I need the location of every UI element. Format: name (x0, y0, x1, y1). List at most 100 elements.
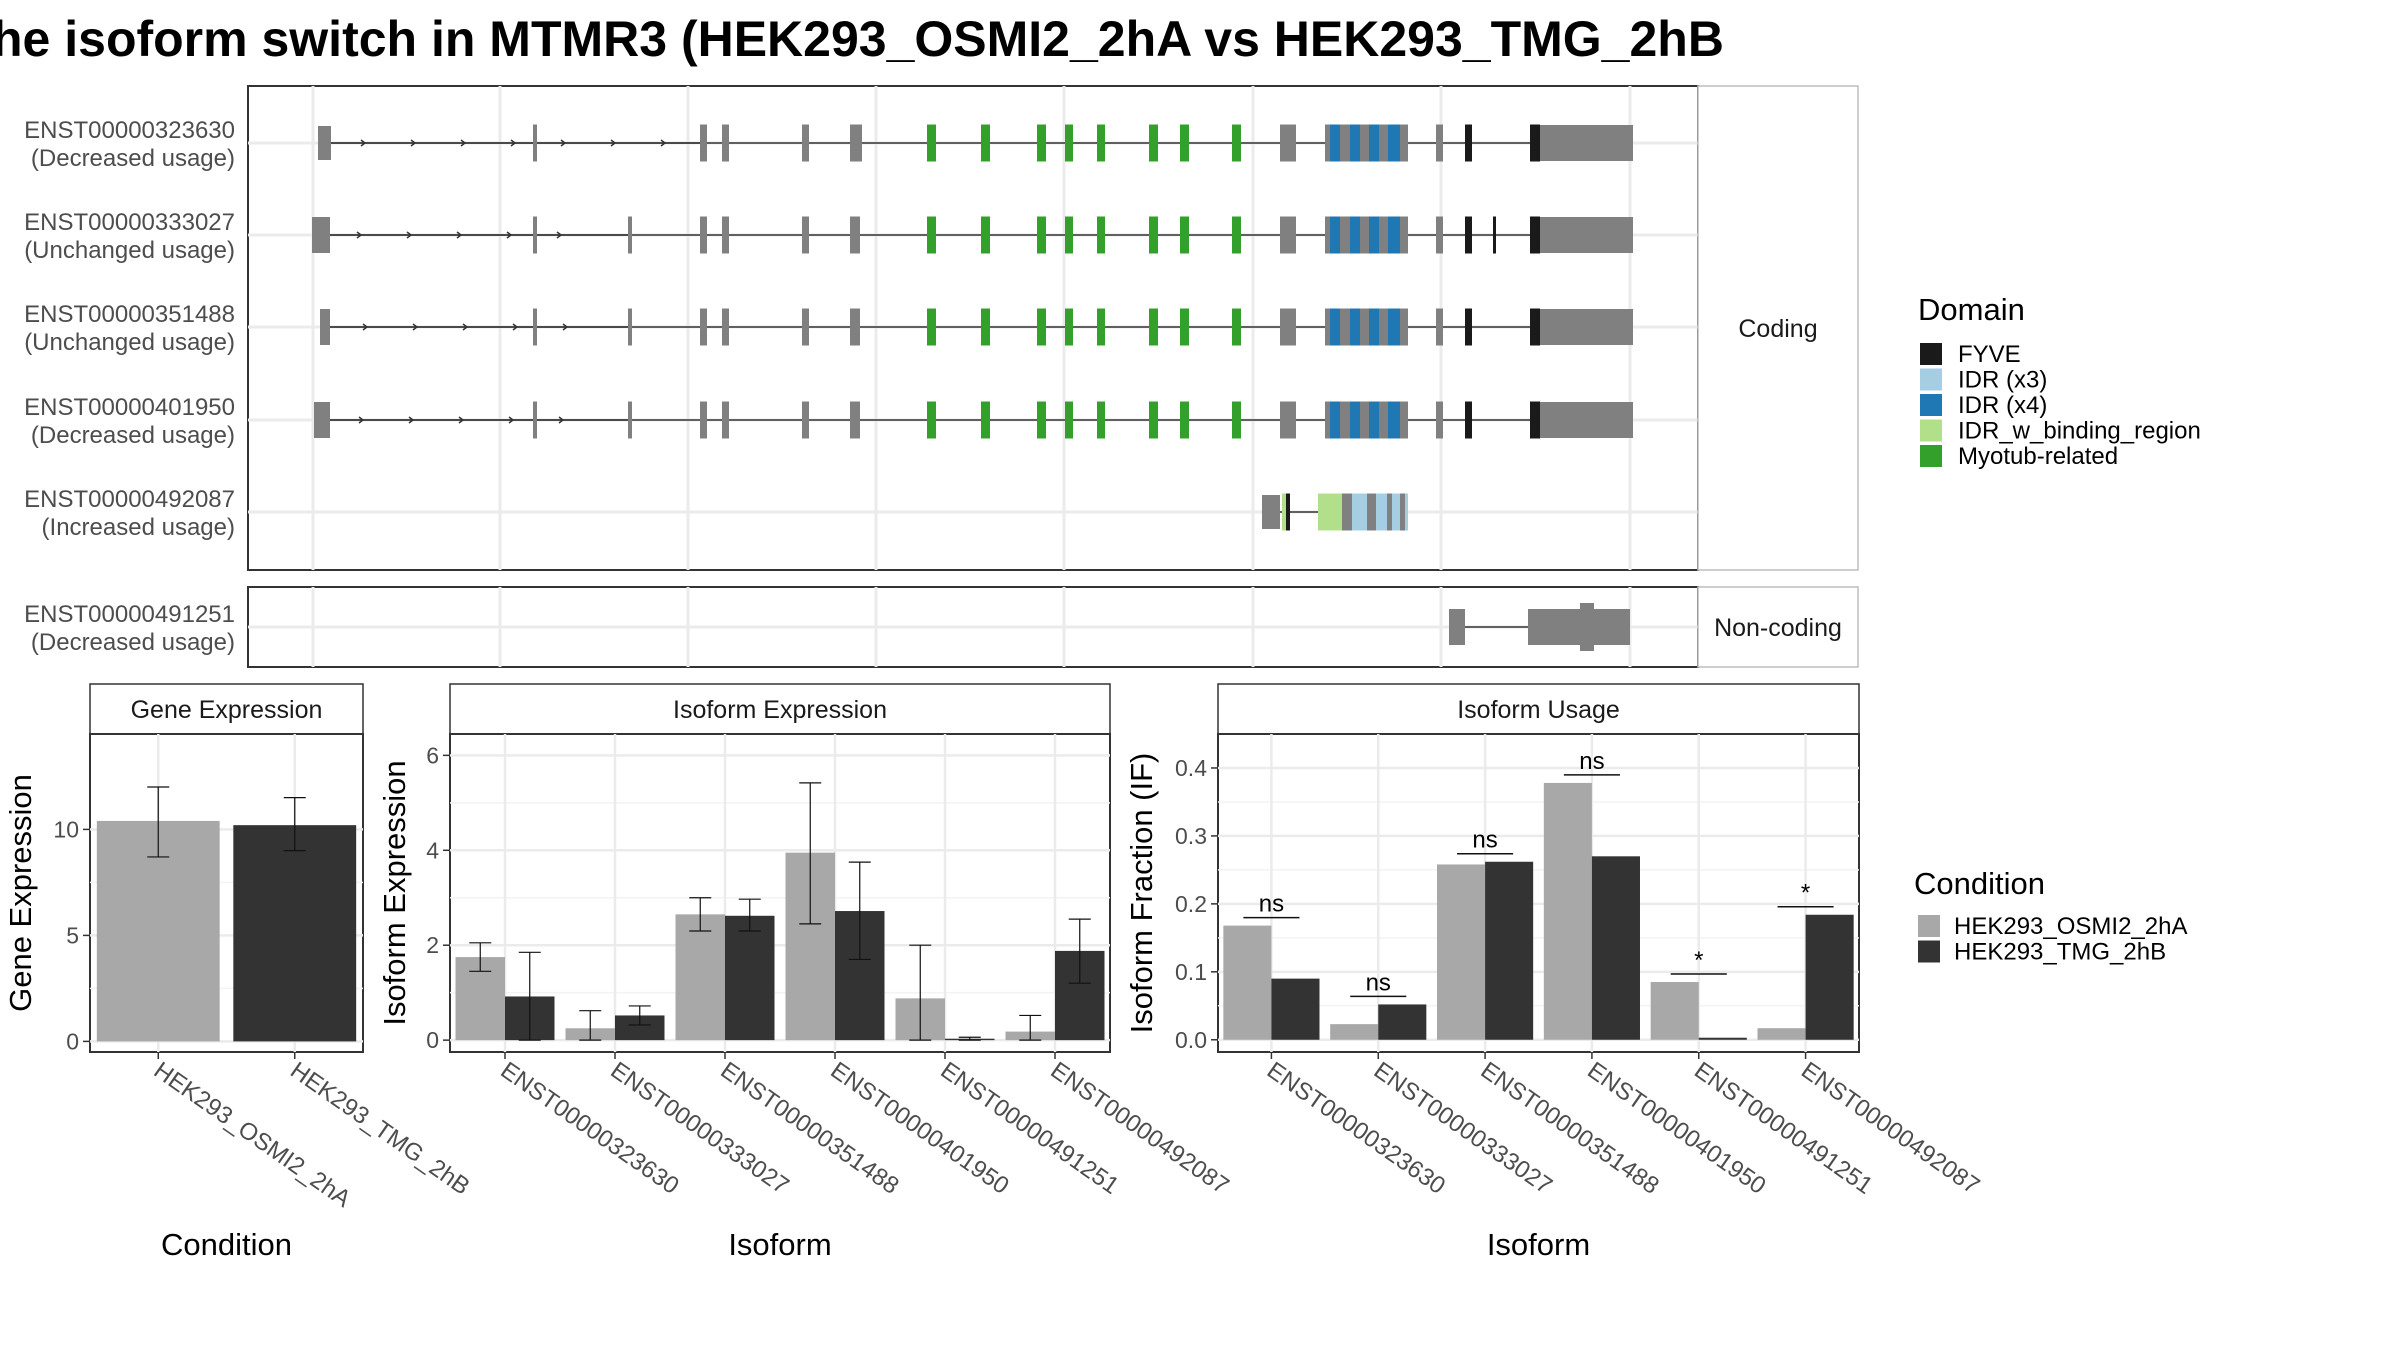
transcript-label-usage: (Unchanged usage) (24, 329, 235, 356)
exon (1530, 401, 1540, 439)
exon (1097, 401, 1105, 439)
significance-label: ns (1579, 748, 1604, 775)
bar (1485, 861, 1534, 1040)
exon (1037, 308, 1046, 346)
y-axis-title: Gene Expression (3, 774, 38, 1012)
plot-panel (1217, 733, 1860, 1053)
y-tick-label: 0.0 (1175, 1027, 1207, 1053)
bar (1271, 978, 1320, 1040)
panel-title: Gene Expression (131, 696, 323, 724)
y-axis-title: Isoform Expression (377, 760, 412, 1025)
strand-arrow (410, 139, 417, 147)
significance-label: ns (1366, 969, 1391, 996)
exon (927, 216, 936, 254)
condition-legend-swatch (1918, 940, 1940, 963)
x-tick-label: ENST00000323630 (496, 1057, 684, 1200)
exon (700, 124, 707, 162)
exon (802, 124, 809, 162)
strand-arrow (360, 139, 367, 147)
exon (1180, 401, 1189, 439)
noncoding-strip (1697, 586, 1859, 668)
bar (1437, 864, 1486, 1040)
strand-arrow (408, 416, 415, 424)
exon (1065, 401, 1073, 439)
exon (628, 308, 632, 346)
exon (1369, 401, 1379, 439)
y-tick-label: 10 (53, 816, 79, 842)
exon (1369, 124, 1379, 162)
significance-label: * (1694, 947, 1703, 974)
strand-arrow (358, 416, 365, 424)
bar (233, 825, 357, 1042)
x-axis-title: Condition (161, 1227, 292, 1262)
figure-title: he isoform switch in MTMR3 (HEK293_OSMI2… (0, 11, 1724, 67)
transcript-label-id: ENST00000323630 (24, 117, 235, 144)
transcript-structure-plot: Coding Non-coding ENST00000323630 (Decrease… (24, 85, 1859, 668)
domain-legend-label: IDR (x4) (1958, 392, 2047, 419)
domain-legend-swatch (1920, 419, 1942, 442)
plot-panel (449, 733, 1111, 1053)
isoform-usage-chart: Isoform Usage ns ns ns ns * * 0.0 0.1 0.2 0.3 0.4 EN… (1124, 683, 1984, 1262)
exon (1065, 308, 1073, 346)
panel-strip (1217, 683, 1860, 735)
strand-arrow (558, 416, 565, 424)
panel-title: Isoform Expression (673, 696, 887, 724)
exon (981, 401, 990, 439)
x-tick-label: ENST00000492087 (1046, 1057, 1234, 1200)
exon (1350, 124, 1360, 162)
exon (1436, 124, 1443, 162)
exon (1350, 216, 1360, 254)
exon (1449, 609, 1465, 645)
exon (1436, 216, 1443, 254)
y-tick-label: 0.2 (1175, 891, 1207, 917)
exon (1037, 216, 1046, 254)
strand-arrow (512, 323, 519, 331)
domain-legend-label: IDR (x3) (1958, 367, 2047, 394)
coding-strip-label: Coding (1738, 315, 1817, 343)
exon (850, 124, 860, 162)
bar (1757, 1028, 1806, 1040)
exon (1388, 124, 1400, 162)
panel-strip (89, 683, 364, 735)
exon (1280, 308, 1296, 346)
exon (981, 216, 990, 254)
y-tick-label: 6 (426, 742, 439, 768)
transcript-label-usage: (Decreased usage) (31, 629, 235, 656)
exon (1465, 401, 1472, 439)
domain-legend-swatch (1920, 368, 1942, 391)
exon (1330, 216, 1340, 254)
bar (1591, 856, 1640, 1040)
bar (96, 820, 220, 1042)
bar (1698, 1037, 1747, 1040)
isoform-expression-chart: Isoform Expression0246ENST00000323630ENS… (377, 683, 1234, 1262)
exon (1232, 216, 1241, 254)
condition-legend-label: HEK293_TMG_2hB (1954, 939, 2166, 966)
exon (1180, 124, 1189, 162)
exon (1330, 124, 1340, 162)
exon (1280, 124, 1296, 162)
exon (533, 216, 537, 254)
exon (1388, 401, 1400, 439)
exon (722, 216, 729, 254)
transcript-label-id: ENST00000491251 (24, 601, 235, 628)
exon (1286, 493, 1290, 531)
x-tick-label: ENST00000491251 (1689, 1057, 1877, 1200)
exon (700, 401, 707, 439)
exon (1580, 603, 1594, 651)
noncoding-strip-label: Non-coding (1714, 614, 1842, 642)
x-tick-label: ENST00000491251 (936, 1057, 1124, 1200)
exon (1367, 493, 1376, 531)
exon (628, 216, 632, 254)
exon (1037, 124, 1046, 162)
strand-arrow (560, 139, 567, 147)
exon (1388, 216, 1400, 254)
exon (1232, 401, 1241, 439)
exon (1528, 609, 1630, 645)
exon (802, 216, 809, 254)
exon (1262, 495, 1280, 529)
condition-legend-label: HEK293_OSMI2_2hA (1954, 913, 2187, 940)
strand-arrow (458, 416, 465, 424)
bar (1650, 982, 1699, 1040)
